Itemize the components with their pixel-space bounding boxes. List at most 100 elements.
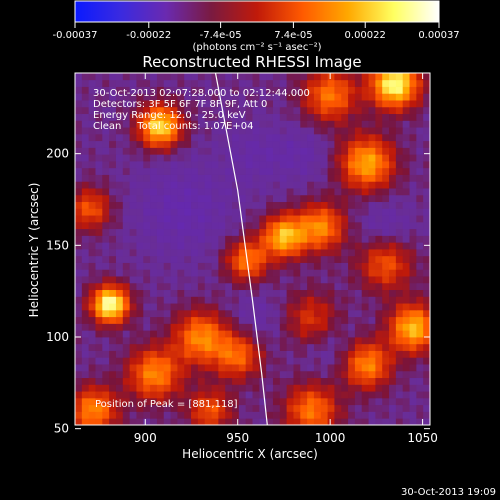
heatmap-cell: [307, 397, 315, 406]
heatmap-cell: [279, 106, 288, 115]
heatmap-cell: [423, 357, 430, 365]
heatmap-cell: [143, 181, 151, 189]
heatmap-cell: [170, 350, 178, 358]
heatmap-cell: [327, 276, 335, 284]
heatmap-cell: [416, 194, 424, 203]
heatmap-cell: [293, 154, 301, 162]
heatmap-cell: [191, 364, 199, 372]
heatmap-cell: [115, 411, 124, 419]
heatmap-cell: [259, 418, 267, 425]
heatmap-cell: [184, 133, 192, 142]
heatmap-cell: [245, 249, 253, 257]
heatmap-cell: [272, 113, 281, 121]
heatmap-cell: [122, 391, 131, 399]
heatmap-cell: [218, 397, 226, 406]
heatmap-cell: [382, 140, 390, 148]
heatmap-cell: [293, 418, 301, 425]
heatmap-cell: [191, 215, 199, 223]
heatmap-cell: [313, 93, 322, 101]
heatmap-cell: [81, 276, 90, 284]
heatmap-cell: [395, 330, 404, 338]
heatmap-cell: [416, 370, 424, 379]
heatmap-cell: [266, 208, 274, 216]
heatmap-cell: [136, 397, 144, 406]
heatmap-cell: [252, 167, 260, 175]
heatmap-cell: [75, 79, 83, 87]
heatmap-cell: [382, 397, 390, 406]
heatmap-cell: [163, 282, 171, 291]
heatmap-cell: [423, 343, 430, 351]
heatmap-cell: [389, 100, 397, 108]
heatmap-cell: [75, 215, 83, 223]
heatmap-cell: [150, 127, 158, 135]
heatmap-cell: [143, 296, 151, 304]
heatmap-cell: [204, 174, 212, 182]
heatmap-cell: [102, 364, 110, 372]
heatmap-cell: [143, 330, 151, 338]
heatmap-cell: [300, 296, 308, 304]
heatmap-cell: [170, 147, 178, 155]
heatmap-cell: [170, 316, 178, 324]
heatmap-cell: [204, 343, 212, 351]
heatmap-cell: [348, 228, 356, 236]
heatmap-cell: [286, 276, 294, 284]
heatmap-cell: [307, 221, 315, 230]
heatmap-cell: [156, 174, 165, 182]
heatmap-cell: [382, 364, 390, 372]
heatmap-cell: [320, 337, 328, 345]
heatmap-cell: [197, 289, 206, 297]
heatmap-cell: [150, 370, 158, 379]
heatmap-cell: [75, 384, 83, 392]
heatmap-cell: [300, 249, 308, 257]
heatmap-cell: [129, 133, 137, 142]
heatmap-cell: [115, 228, 124, 236]
heatmap-cell: [409, 174, 417, 182]
heatmap-cell: [88, 147, 96, 155]
heatmap-cell: [320, 282, 328, 291]
heatmap-cell: [211, 113, 219, 121]
heatmap-cell: [156, 357, 165, 365]
heatmap-cell: [218, 120, 226, 128]
heatmap-cell: [327, 188, 335, 196]
heatmap-cell: [197, 357, 206, 365]
heatmap-cell: [423, 154, 430, 162]
heatmap-cell: [102, 404, 110, 412]
heatmap-cell: [409, 106, 417, 115]
heatmap-cell: [395, 235, 404, 243]
heatmap-cell: [150, 73, 158, 81]
heatmap-cell: [136, 174, 144, 182]
heatmap-cell: [95, 161, 103, 169]
heatmap-cell: [361, 73, 369, 81]
heatmap-cell: [197, 106, 206, 115]
heatmap-cell: [272, 73, 281, 81]
heatmap-cell: [389, 323, 397, 331]
heatmap-cell: [416, 269, 424, 277]
heatmap-cell: [81, 323, 90, 331]
heatmap-cell: [341, 323, 349, 331]
heatmap-cell: [395, 208, 404, 216]
heatmap-cell: [300, 276, 308, 284]
heatmap-cell: [368, 343, 376, 351]
heatmap-cell: [197, 235, 206, 243]
heatmap-cell: [334, 228, 342, 236]
heatmap-cell: [238, 86, 247, 94]
heatmap-cell: [409, 391, 417, 399]
heatmap-cell: [327, 154, 335, 162]
heatmap-cell: [218, 215, 226, 223]
heatmap-cell: [81, 397, 90, 406]
heatmap-cell: [115, 93, 124, 101]
heatmap-cell: [286, 79, 294, 87]
heatmap-cell: [109, 79, 117, 87]
heatmap-cell: [252, 303, 260, 311]
heatmap-cell: [416, 357, 424, 365]
heatmap-cell: [354, 120, 363, 128]
heatmap-cell: [81, 411, 90, 419]
annotation-detectors: Detectors: 3F 5F 6F 7F 8F 9F, Att 0: [93, 99, 267, 110]
heatmap-cell: [170, 174, 178, 182]
heatmap-cell: [184, 384, 192, 392]
heatmap-cell: [163, 262, 171, 270]
heatmap-cell: [81, 330, 90, 338]
heatmap-cell: [279, 262, 288, 270]
heatmap-cell: [225, 330, 233, 338]
heatmap-cell: [218, 357, 226, 365]
